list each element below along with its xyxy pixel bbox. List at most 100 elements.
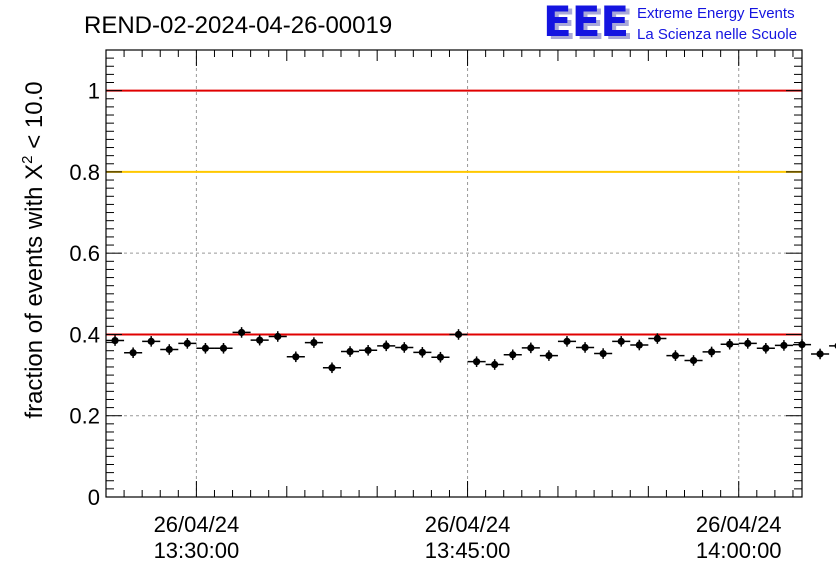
- data-marker: [382, 342, 390, 350]
- data-point: [377, 340, 396, 352]
- data-marker: [310, 338, 318, 347]
- data-marker: [599, 349, 607, 358]
- data-point: [359, 345, 378, 356]
- data-marker: [274, 332, 282, 341]
- logo-mark-shadow: EEE: [547, 0, 633, 49]
- x-tick-label-date: 26/04/24: [696, 512, 782, 537]
- data-marker: [400, 343, 408, 352]
- data-point: [214, 342, 233, 354]
- y-tick-label: 0: [88, 485, 100, 510]
- data-point: [250, 334, 269, 346]
- x-tick-label-date: 26/04/24: [154, 512, 240, 537]
- data-marker: [545, 351, 553, 360]
- x-tick-label-time: 13:45:00: [425, 538, 511, 563]
- data-point: [160, 344, 179, 355]
- y-tick-label: 1: [88, 79, 100, 104]
- data-point: [594, 348, 613, 359]
- data-point: [268, 331, 287, 342]
- logo-line2: La Scienza nelle Scuole: [637, 26, 797, 43]
- data-point: [684, 355, 703, 366]
- data-point: [666, 350, 685, 361]
- data-point: [485, 359, 504, 370]
- data-point: [178, 338, 197, 349]
- y-tick-label: 0.8: [69, 160, 100, 185]
- data-point: [521, 342, 540, 354]
- data-point: [232, 327, 251, 338]
- data-point: [142, 336, 161, 347]
- y-axis-label-sup: 2: [19, 155, 36, 163]
- data-marker: [183, 339, 191, 347]
- data-marker: [527, 344, 535, 352]
- data-marker: [744, 339, 752, 347]
- axes: 00.20.40.60.8126/04/2413:30:0026/04/2413…: [69, 49, 803, 563]
- data-marker: [581, 343, 589, 352]
- x-tick-label-time: 13:30:00: [154, 538, 240, 563]
- data-marker: [635, 341, 643, 349]
- data-marker: [292, 353, 300, 361]
- data-marker: [653, 334, 661, 343]
- data-marker: [726, 340, 734, 348]
- data-marker: [165, 345, 173, 354]
- data-point: [811, 348, 830, 360]
- data-point: [286, 351, 305, 363]
- data-marker: [491, 360, 499, 369]
- data-marker: [436, 353, 445, 361]
- x-tick-label-date: 26/04/24: [425, 512, 511, 537]
- run-title: REND-02-2024-04-26-00019: [84, 12, 392, 39]
- data-point: [449, 329, 468, 340]
- data-point: [829, 342, 836, 349]
- logo-mark: EEE: [543, 0, 629, 46]
- data-point: [106, 335, 125, 346]
- data-marker: [418, 348, 426, 356]
- data-marker: [780, 341, 788, 350]
- data-point: [341, 346, 360, 357]
- data-marker: [201, 344, 210, 352]
- grid-lines: [106, 50, 802, 497]
- data-marker: [617, 337, 625, 345]
- data-point: [702, 346, 721, 358]
- data-point: [431, 351, 450, 363]
- data-marker: [689, 356, 698, 365]
- eee-logo: EEE EEE Extreme Energy Events La Scienza…: [543, 0, 797, 49]
- data-point: [395, 342, 414, 353]
- data-marker: [762, 344, 770, 352]
- data-point: [304, 337, 323, 348]
- data-marker: [563, 337, 571, 345]
- data-point: [612, 336, 631, 347]
- reference-lines: [106, 89, 802, 336]
- data-point: [539, 350, 558, 361]
- data-point: [557, 336, 577, 347]
- data-point: [576, 342, 595, 353]
- data-point: [124, 347, 143, 359]
- data-marker: [708, 348, 716, 356]
- data-marker: [129, 349, 137, 357]
- data-marker: [219, 344, 228, 352]
- data-point: [413, 347, 432, 358]
- data-point: [503, 349, 522, 361]
- logo-line1: Extreme Energy Events: [637, 5, 795, 22]
- data-point: [322, 362, 342, 374]
- y-axis-label-main: fraction of events with X: [21, 164, 48, 419]
- data-point: [648, 333, 667, 344]
- data-marker: [256, 336, 264, 344]
- data-marker: [816, 350, 824, 358]
- data-point: [738, 338, 757, 349]
- data-marker: [346, 347, 354, 356]
- data-marker: [454, 330, 463, 339]
- data-marker: [671, 351, 680, 360]
- data-point: [196, 342, 215, 354]
- y-tick-label: 0.6: [69, 241, 100, 266]
- data-point: [467, 356, 486, 367]
- y-tick-label: 0.2: [69, 404, 100, 429]
- data-marker: [147, 337, 155, 345]
- data-point: [774, 340, 793, 351]
- data-point: [630, 339, 649, 351]
- data-marker: [364, 346, 372, 354]
- y-tick-label: 0.4: [69, 322, 100, 347]
- data-marker: [472, 358, 481, 366]
- data-marker: [328, 364, 336, 372]
- data-marker: [509, 351, 517, 359]
- x-tick-label-time: 14:00:00: [696, 538, 782, 563]
- y-axis-label-tail: < 10.0: [21, 81, 48, 155]
